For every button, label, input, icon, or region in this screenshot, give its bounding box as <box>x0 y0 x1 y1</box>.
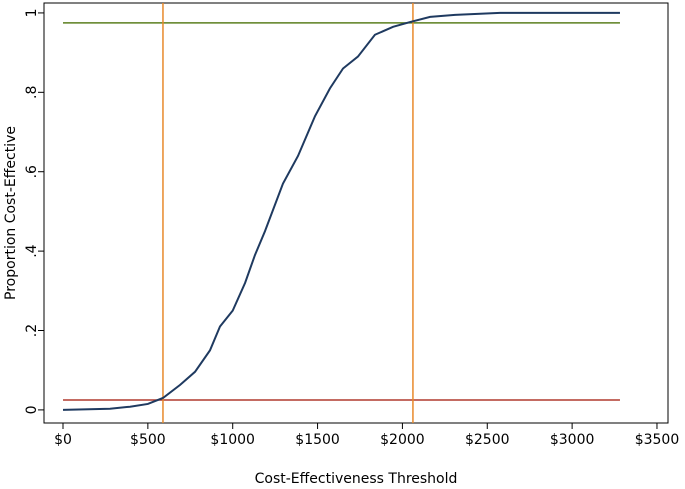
y-axis-title: Proportion Cost-Effective <box>3 126 19 300</box>
y-tick-label: .6 <box>24 165 40 178</box>
y-tick-label: .4 <box>24 244 40 257</box>
x-axis-title: Cost-Effectiveness Threshold <box>255 471 458 487</box>
y-tick-label: 1 <box>24 8 40 17</box>
plot-frame <box>43 2 669 424</box>
x-tick-label: $500 <box>130 432 166 448</box>
x-tick-label: $1500 <box>295 432 340 448</box>
x-tick-label: $3500 <box>635 432 680 448</box>
x-tick-label: $0 <box>54 432 72 448</box>
x-tick-label: $3000 <box>550 432 595 448</box>
y-tick-label: .8 <box>24 86 40 99</box>
x-tick-label: $1000 <box>210 432 255 448</box>
y-tick-label: 0 <box>24 405 40 414</box>
y-tick-label: .2 <box>24 324 40 337</box>
ceac-line <box>62 11 620 411</box>
x-tick-label: $2500 <box>465 432 510 448</box>
x-tick-label: $2000 <box>380 432 425 448</box>
